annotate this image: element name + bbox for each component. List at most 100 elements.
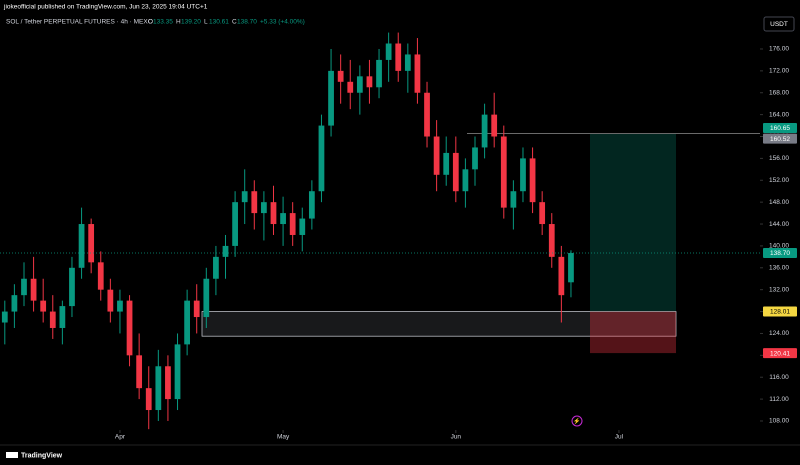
candle-body [520,158,526,192]
candle-body [308,191,315,219]
candle-body [318,125,325,192]
candle-body [289,213,296,235]
candle-body [136,355,143,389]
candle-body [510,191,517,208]
candle-body [232,202,238,246]
candle-body [500,136,507,208]
candle-body [376,59,382,88]
y-tick-label: 140.00 [769,243,789,250]
candle-body [548,224,555,257]
ohlc-value: 138.70 [237,19,257,26]
candle-body [97,262,104,290]
candle-body [155,366,162,411]
candle-body [529,158,536,203]
candle-body [366,76,373,88]
candle-body [462,169,469,192]
target-box [590,133,676,312]
candle-body [299,218,306,235]
candle-body [443,152,450,175]
candle-body [21,278,27,296]
y-tick-label: 112.00 [769,396,789,403]
candle-body [424,92,430,137]
stop-box [590,311,676,354]
price-tag [763,248,797,259]
price-tag [763,306,797,317]
candle-body [385,43,392,60]
candle-body [452,152,459,192]
candle-body [539,202,546,225]
candle-body [184,300,190,345]
candle-body [59,306,66,328]
y-tick-label: 172.00 [769,68,789,75]
ohlc-key: H [176,19,181,26]
currency-button[interactable] [763,16,795,32]
candle-body [558,256,565,296]
candle-body [337,70,344,82]
x-tick-label: Jul [615,434,624,441]
brand: TradingView [21,452,63,459]
y-tick-label: 156.00 [769,155,789,162]
y-tick-label: 116.00 [769,374,789,381]
candle-body [395,43,402,71]
symbol: SOL / Tether PERPETUAL FUTURES · 4h · ME… [6,19,153,26]
ohlc-key: O [148,19,153,26]
candle-body [203,278,210,318]
demand-zone [201,311,677,337]
change: +5.33 (+4.00%) [260,19,305,26]
y-tick-label: 132.00 [769,286,789,293]
price-tag-label: 160.52 [770,136,790,143]
price-tag-label: 160.65 [770,125,790,132]
candle-body [251,191,258,214]
currency: USDT [770,21,788,28]
candle-body [49,311,56,328]
candle-body [1,311,8,323]
y-tick-label: 168.00 [769,89,789,96]
y-tick-label: 176.00 [769,46,789,53]
candle-body [145,388,152,411]
candle-body [222,245,229,257]
candle-body [213,256,219,279]
candle-body [270,202,277,225]
ohlc-key: C [232,19,237,26]
y-tick-label: 148.00 [769,199,789,206]
candle-body [261,202,267,214]
candle-body [472,147,478,170]
candle-body [404,54,411,71]
ohlc-value: 133.35 [153,19,173,26]
x-tick-label: Apr [115,434,126,441]
candle-body [280,213,286,225]
event-icon-glyph: ⚡ [573,417,580,425]
candle-body [69,267,75,307]
candle-body [414,54,421,93]
price-tag [763,133,797,144]
candle-body [117,300,123,312]
candle-body [328,70,334,126]
candle-body [193,300,200,318]
y-tick-label: 164.00 [769,111,789,118]
candle-body [107,289,114,312]
event-icon[interactable] [571,415,583,427]
y-tick-label: 152.00 [769,177,789,184]
y-tick-label: 144.00 [769,221,789,228]
candle-body [347,81,354,93]
x-tick-label: Jun [451,434,462,441]
candle-body [481,114,488,148]
candle-body [78,224,85,268]
ohlc-value: 139.20 [181,19,201,26]
candle-body [568,253,574,283]
ohlc-key: L [204,19,208,26]
x-tick-label: May [277,434,290,441]
candle-body [165,366,171,400]
y-tick-label: 108.00 [769,418,789,425]
ohlc-value: 130.61 [209,19,229,26]
candle-body [11,295,18,312]
candle-body [241,191,248,203]
candle-body [433,136,440,175]
price-tag-label: 138.70 [770,250,790,257]
logo [6,452,18,458]
y-tick-label: 136.00 [769,265,789,272]
y-tick-label: 124.00 [769,330,789,337]
price-tag [763,348,797,359]
price-tag-label: 120.41 [770,350,790,357]
